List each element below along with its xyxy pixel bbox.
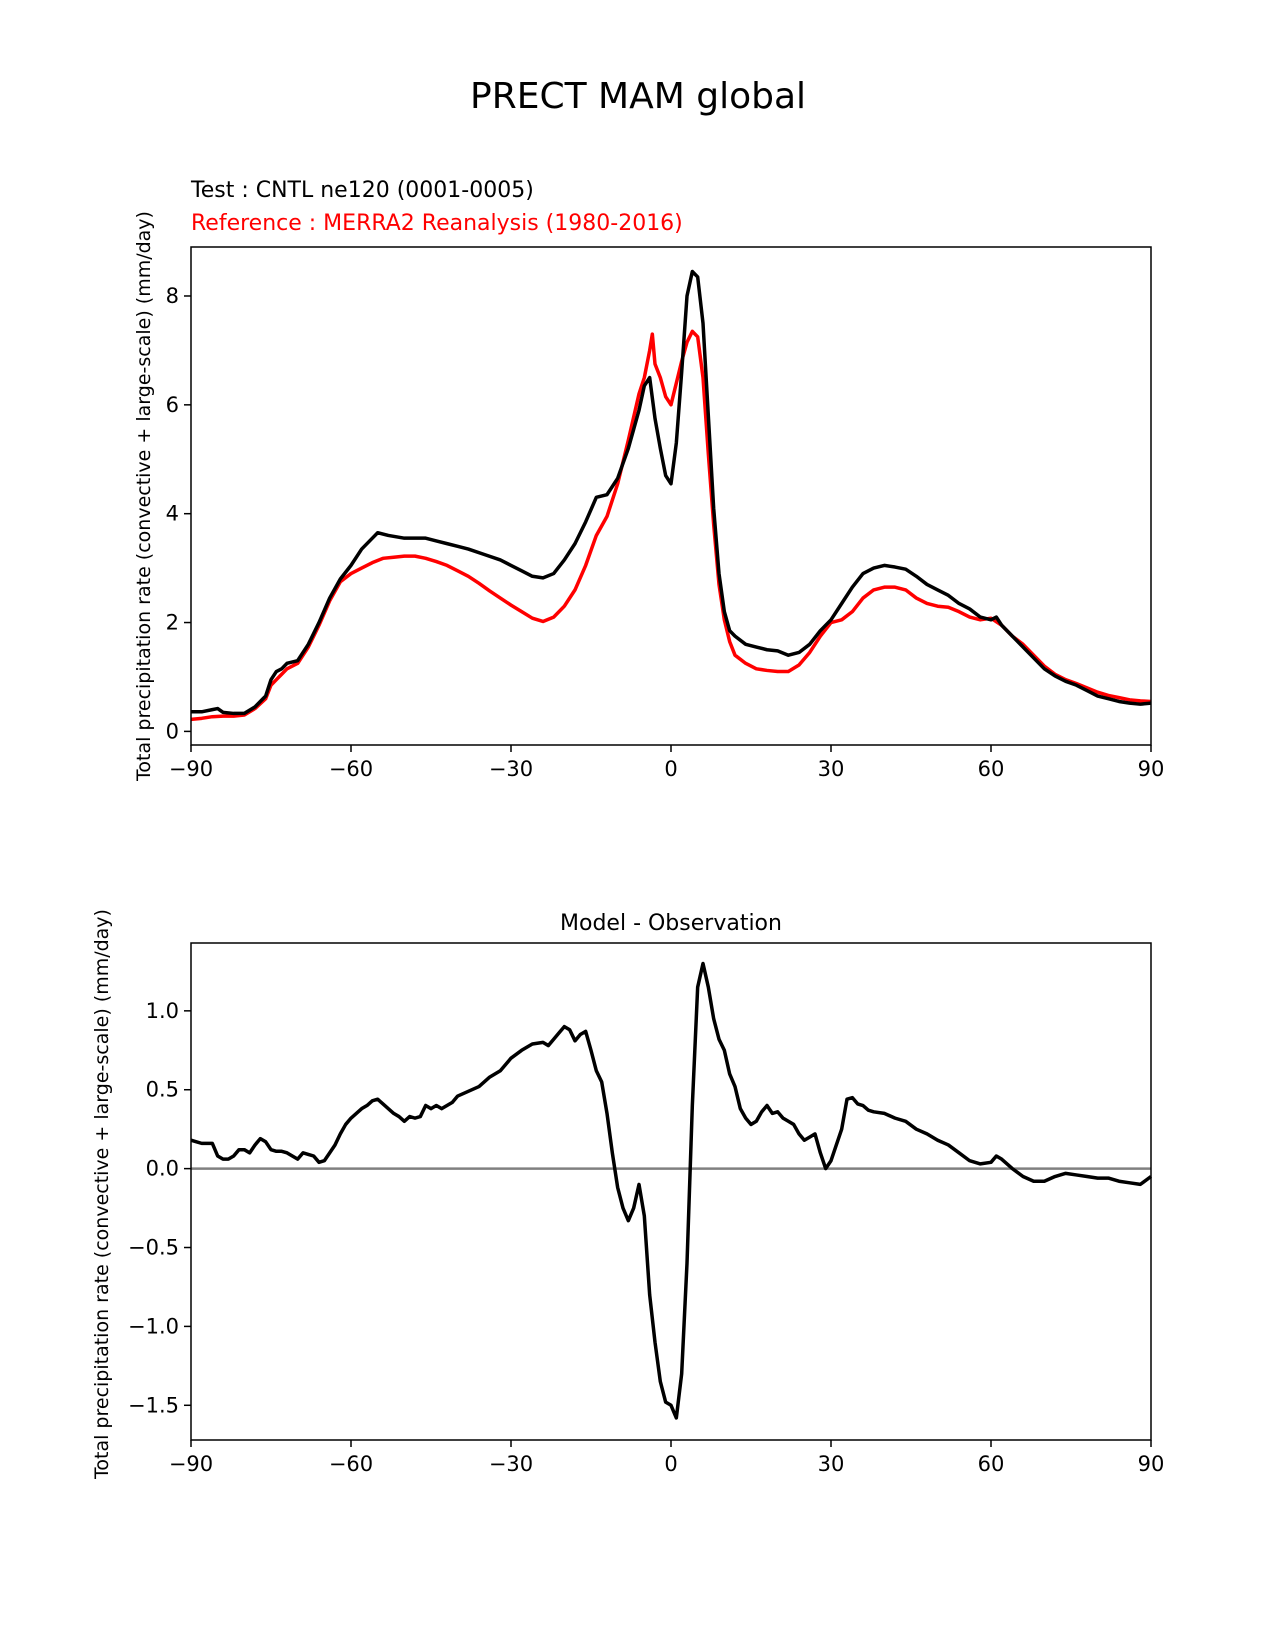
top-y-tick-label: 8 (166, 284, 179, 308)
bottom-x-tick-label: 90 (1138, 1452, 1165, 1476)
bottom-y-tick-label: −1.0 (128, 1314, 179, 1338)
bottom-x-tick-label: −30 (489, 1452, 533, 1476)
bottom-axes: −90 −60 −30 0 30 60 90 −1.5 −1.0 −0.5 0.0 0.5 1.0 (128, 999, 1164, 1476)
top-series (190, 269, 1152, 722)
top-y-tick-label: 6 (166, 393, 179, 417)
top-x-tick-label: −60 (329, 757, 373, 781)
test-label: Test : CNTL ne120 (0001-0005) (190, 178, 534, 203)
top-y-tick-label: 2 (166, 611, 179, 635)
top-plot-frame (190, 246, 1152, 746)
bottom-y-axis-label: Total precipitation rate (convective + l… (91, 909, 113, 1480)
top-x-tick-label: 90 (1138, 757, 1165, 781)
bottom-y-tick-label: −0.5 (128, 1236, 179, 1260)
top-x-tick-label: 60 (978, 757, 1005, 781)
bottom-plot-frame (190, 942, 1152, 1441)
top-x-tick-label: 0 (664, 757, 677, 781)
top-series-line-test (191, 269, 1152, 716)
bottom-series (190, 961, 1153, 1420)
bottom-y-tick-label: −1.5 (128, 1393, 179, 1417)
bottom-y-tick-label: 0.5 (146, 1078, 179, 1102)
bottom-x-tick-label: −60 (329, 1452, 373, 1476)
bottom-y-tick-label: 0.0 (146, 1157, 179, 1181)
top-x-tick-label: 30 (818, 757, 845, 781)
bottom-x-tick-label: 30 (818, 1452, 845, 1476)
bottom-x-tick-label: 0 (664, 1452, 677, 1476)
top-panel: Test : CNTL ne120 (0001-0005) Reference … (133, 178, 1164, 782)
figure-title: PRECT MAM global (470, 76, 806, 117)
bottom-panel: Model - Observation −90 −60 −30 0 30 60 90 −1.5… (91, 909, 1164, 1480)
top-x-tick-label: −90 (169, 757, 213, 781)
top-x-tick-label: −30 (489, 757, 533, 781)
top-y-axis-label: Total precipitation rate (convective + l… (133, 211, 155, 782)
top-y-tick-label: 4 (166, 502, 179, 526)
bottom-y-tick-label: 1.0 (146, 999, 179, 1023)
bottom-series-line-test (190, 961, 1153, 1420)
bottom-x-tick-label: −90 (169, 1452, 213, 1476)
top-series-line-reference (190, 329, 1152, 722)
top-y-tick-label: 0 (166, 719, 179, 743)
bottom-x-tick-label: 60 (978, 1452, 1005, 1476)
bottom-panel-title: Model - Observation (560, 911, 782, 936)
reference-label: Reference : MERRA2 Reanalysis (1980-2016… (191, 211, 683, 236)
top-axes: −90 −60 −30 0 30 60 90 0 2 4 6 8 (166, 284, 1165, 781)
